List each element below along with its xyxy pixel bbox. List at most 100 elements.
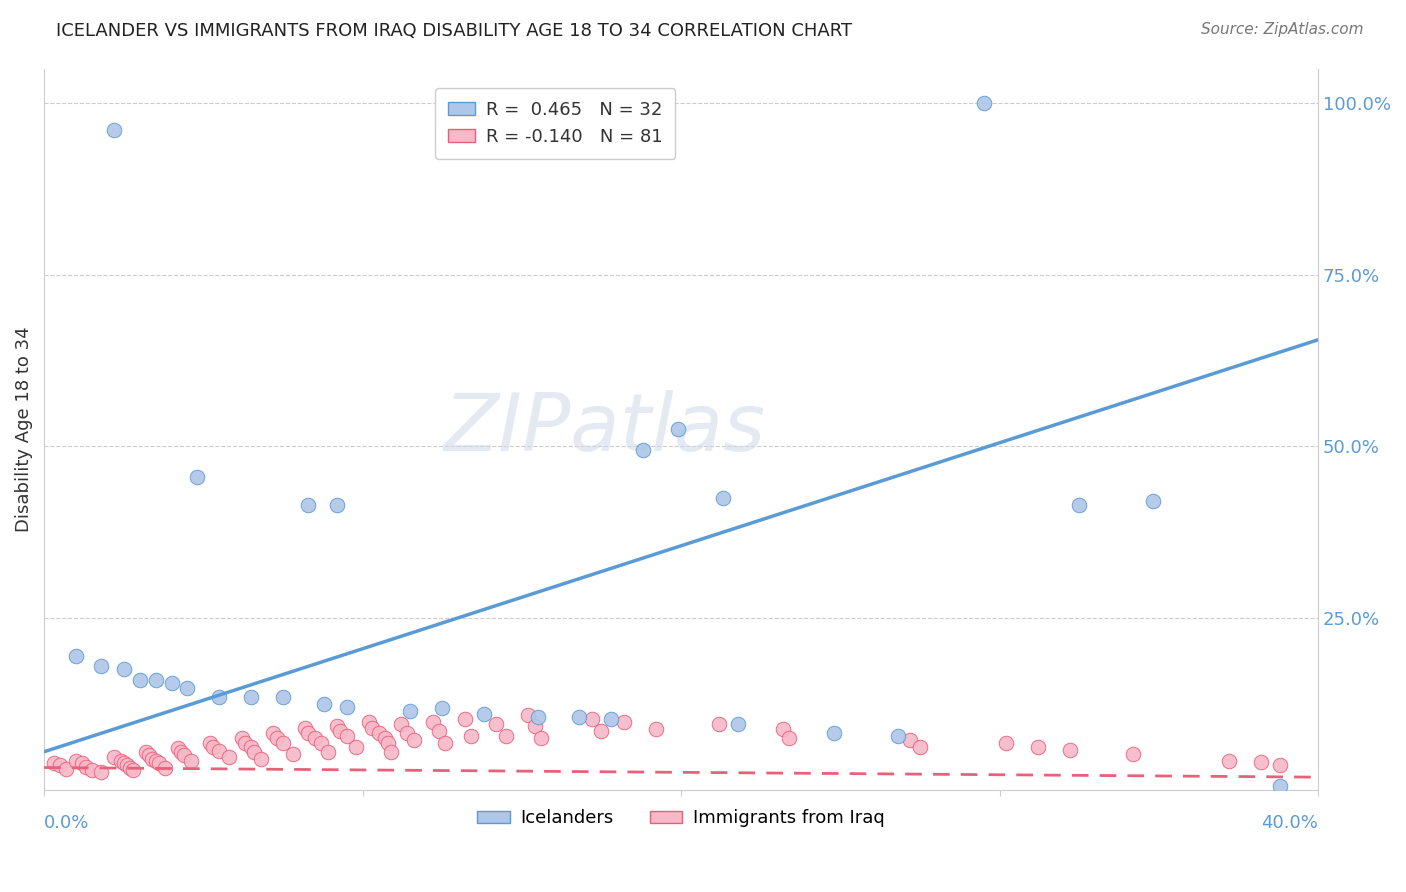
Point (336, 700, 359, 714)
Point (344, 739, 367, 754)
Point (271, 736, 294, 750)
Point (517, 708, 540, 723)
Point (1059, 742, 1081, 756)
Point (208, 690, 231, 704)
Point (316, 745, 339, 759)
Point (153, 760, 176, 774)
Point (145, 754, 167, 768)
Point (1026, 739, 1049, 754)
Point (180, 754, 202, 768)
Point (186, 470, 208, 484)
Point (472, 706, 495, 721)
Point (233, 736, 256, 750)
Point (485, 717, 508, 731)
Point (167, 741, 190, 756)
Point (377, 736, 399, 750)
Point (523, 719, 546, 733)
Point (453, 713, 475, 727)
Point (329, 724, 352, 739)
Point (135, 745, 157, 759)
Point (173, 748, 195, 763)
Point (103, 749, 125, 764)
Point (281, 747, 304, 761)
Point (357, 715, 380, 730)
Point (1268, 779, 1291, 793)
Point (900, 733, 922, 747)
Point (103, 123, 125, 137)
Point (297, 498, 319, 512)
Point (644, 722, 666, 736)
Text: ICELANDER VS IMMIGRANTS FROM IRAQ DISABILITY AGE 18 TO 34 CORRELATION CHART: ICELANDER VS IMMIGRANTS FROM IRAQ DISABI… (56, 22, 852, 40)
Point (148, 756, 170, 771)
Point (262, 726, 284, 740)
Point (427, 724, 450, 739)
Point (201, 739, 224, 754)
Point (80, 764, 103, 778)
Point (591, 724, 613, 739)
Point (326, 498, 349, 512)
Point (294, 721, 316, 735)
Point (309, 736, 332, 750)
Y-axis label: Disability Age 18 to 34: Disability Age 18 to 34 (15, 326, 32, 532)
Point (75, 760, 97, 774)
Point (90, 765, 112, 780)
Point (138, 748, 160, 763)
Point (727, 717, 749, 731)
Point (389, 717, 412, 731)
Point (122, 764, 145, 778)
Point (65, 754, 87, 768)
Point (1122, 747, 1144, 761)
Point (432, 701, 454, 715)
Point (145, 673, 167, 687)
Point (600, 713, 623, 727)
Point (530, 731, 553, 745)
Point (1250, 755, 1272, 769)
Text: Source: ZipAtlas.com: Source: ZipAtlas.com (1201, 22, 1364, 37)
Point (380, 745, 402, 759)
Point (170, 745, 193, 759)
Point (218, 749, 240, 764)
Point (374, 731, 396, 745)
Point (42, 756, 65, 771)
Point (402, 733, 425, 747)
Text: 0.0%: 0.0% (44, 814, 90, 832)
Point (240, 739, 263, 754)
Point (249, 751, 271, 765)
Point (613, 715, 636, 730)
Point (243, 745, 266, 759)
Point (304, 731, 326, 745)
Point (326, 719, 349, 733)
Point (90, 659, 112, 673)
Point (460, 729, 482, 743)
Point (778, 731, 800, 745)
Point (112, 662, 135, 676)
Point (1218, 754, 1240, 768)
Text: ZIPatlas: ZIPatlas (444, 390, 766, 468)
Point (110, 754, 132, 768)
Point (396, 726, 419, 740)
Point (709, 717, 731, 731)
Point (581, 713, 603, 727)
Point (198, 736, 221, 750)
Point (367, 726, 389, 740)
Legend: Icelanders, Immigrants from Iraq: Icelanders, Immigrants from Iraq (470, 802, 893, 835)
Point (231, 731, 253, 745)
Point (495, 729, 517, 743)
Point (141, 751, 163, 765)
Point (973, 95, 995, 110)
Point (422, 715, 444, 730)
Point (886, 729, 908, 743)
Point (1069, 498, 1091, 512)
Point (115, 758, 138, 772)
Point (271, 690, 294, 704)
Text: 40.0%: 40.0% (1261, 814, 1319, 832)
Point (1142, 494, 1164, 508)
Point (160, 676, 183, 690)
Point (208, 744, 231, 758)
Point (176, 681, 198, 695)
Point (1268, 758, 1291, 772)
Point (666, 422, 689, 436)
Point (128, 673, 150, 687)
Point (908, 739, 931, 754)
Point (361, 721, 384, 735)
